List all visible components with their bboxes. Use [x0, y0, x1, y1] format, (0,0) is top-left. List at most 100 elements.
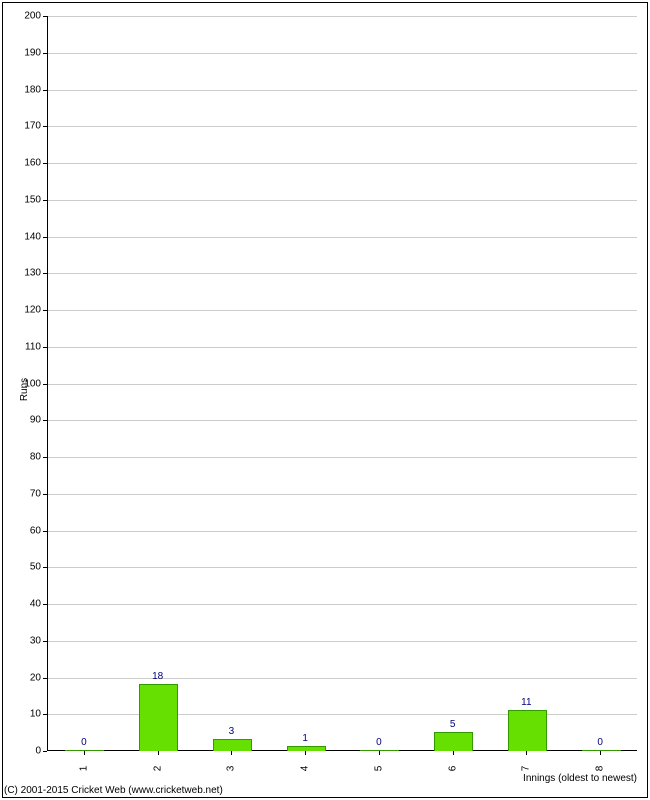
- bar: [139, 684, 178, 751]
- gridline: [47, 200, 637, 201]
- y-tick-label: 60: [30, 525, 41, 536]
- gridline: [47, 126, 637, 127]
- y-tick-label: 70: [30, 488, 41, 499]
- y-tick: [43, 531, 47, 532]
- x-tick: [305, 751, 306, 755]
- gridline: [47, 531, 637, 532]
- y-tick-label: 20: [30, 672, 41, 683]
- y-tick: [43, 347, 47, 348]
- bar-value-label: 5: [450, 719, 456, 730]
- y-tick: [43, 53, 47, 54]
- plot-area: 0 18 3 1 0 5 11 0: [47, 16, 637, 751]
- y-tick-label: 200: [24, 11, 41, 22]
- chart-container: 0183105110 Runs Innings (oldest to newes…: [0, 0, 650, 800]
- bar-value-label: 0: [376, 737, 382, 748]
- gridline: [47, 310, 637, 311]
- y-axis-line: [47, 16, 48, 751]
- y-tick-label: 30: [30, 635, 41, 646]
- gridline: [47, 163, 637, 164]
- x-tick-label: 4: [300, 766, 311, 772]
- bar-value-label: 11: [521, 697, 531, 708]
- y-tick: [43, 273, 47, 274]
- y-tick: [43, 678, 47, 679]
- y-tick: [43, 384, 47, 385]
- x-tick: [600, 751, 601, 755]
- y-tick-label: 50: [30, 562, 41, 573]
- y-tick: [43, 420, 47, 421]
- y-tick-label: 40: [30, 599, 41, 610]
- y-tick-label: 0: [35, 746, 41, 757]
- x-tick-label: 2: [152, 766, 163, 772]
- y-tick: [43, 641, 47, 642]
- bar: [213, 739, 252, 751]
- x-tick: [526, 751, 527, 755]
- x-tick-label: 1: [78, 766, 89, 772]
- y-tick-label: 100: [24, 378, 41, 389]
- y-tick: [43, 567, 47, 568]
- y-tick: [43, 16, 47, 17]
- x-axis-title: Innings (oldest to newest): [523, 773, 637, 784]
- gridline: [47, 567, 637, 568]
- y-tick-label: 170: [24, 121, 41, 132]
- x-tick: [453, 751, 454, 755]
- bar: [434, 732, 473, 751]
- x-tick-label: 7: [521, 766, 532, 772]
- gridline: [47, 457, 637, 458]
- x-tick-label: 8: [595, 766, 606, 772]
- x-tick: [379, 751, 380, 755]
- bar: [287, 746, 326, 751]
- y-tick: [43, 604, 47, 605]
- y-tick-label: 130: [24, 268, 41, 279]
- bar-value-label: 3: [229, 726, 235, 737]
- bar: [65, 750, 104, 751]
- y-tick-label: 80: [30, 452, 41, 463]
- x-tick-label: 6: [447, 766, 458, 772]
- gridline: [47, 384, 637, 385]
- y-tick: [43, 126, 47, 127]
- gridline: [47, 604, 637, 605]
- gridline: [47, 273, 637, 274]
- y-tick-label: 140: [24, 231, 41, 242]
- y-tick: [43, 200, 47, 201]
- y-tick: [43, 714, 47, 715]
- y-tick: [43, 751, 47, 752]
- x-tick-label: 3: [226, 766, 237, 772]
- y-tick-label: 10: [30, 709, 41, 720]
- y-tick: [43, 494, 47, 495]
- gridline: [47, 237, 637, 238]
- bar: [360, 750, 399, 751]
- x-tick: [158, 751, 159, 755]
- gridline: [47, 678, 637, 679]
- gridline: [47, 53, 637, 54]
- bar-value-label: 0: [597, 737, 603, 748]
- y-tick: [43, 90, 47, 91]
- y-tick-label: 150: [24, 194, 41, 205]
- bar-value-label: 18: [152, 671, 163, 682]
- copyright-text: (C) 2001-2015 Cricket Web (www.cricketwe…: [4, 785, 223, 796]
- x-tick: [231, 751, 232, 755]
- bar: [508, 710, 547, 751]
- y-tick-label: 180: [24, 84, 41, 95]
- x-axis-line: [47, 750, 637, 751]
- gridline: [47, 16, 637, 17]
- gridline: [47, 347, 637, 348]
- gridline: [47, 714, 637, 715]
- bar-value-label: 0: [81, 737, 87, 748]
- gridline: [47, 420, 637, 421]
- y-tick: [43, 457, 47, 458]
- bar-value-label: 1: [302, 733, 308, 744]
- y-tick: [43, 163, 47, 164]
- y-tick-label: 120: [24, 305, 41, 316]
- gridline: [47, 641, 637, 642]
- gridline: [47, 494, 637, 495]
- y-tick-label: 160: [24, 158, 41, 169]
- gridline: [47, 90, 637, 91]
- y-tick-label: 90: [30, 415, 41, 426]
- x-tick: [84, 751, 85, 755]
- y-tick: [43, 237, 47, 238]
- y-tick: [43, 310, 47, 311]
- y-tick-label: 110: [25, 341, 41, 352]
- x-tick-label: 5: [373, 766, 384, 772]
- bar: [582, 750, 621, 751]
- y-tick-label: 190: [24, 47, 41, 58]
